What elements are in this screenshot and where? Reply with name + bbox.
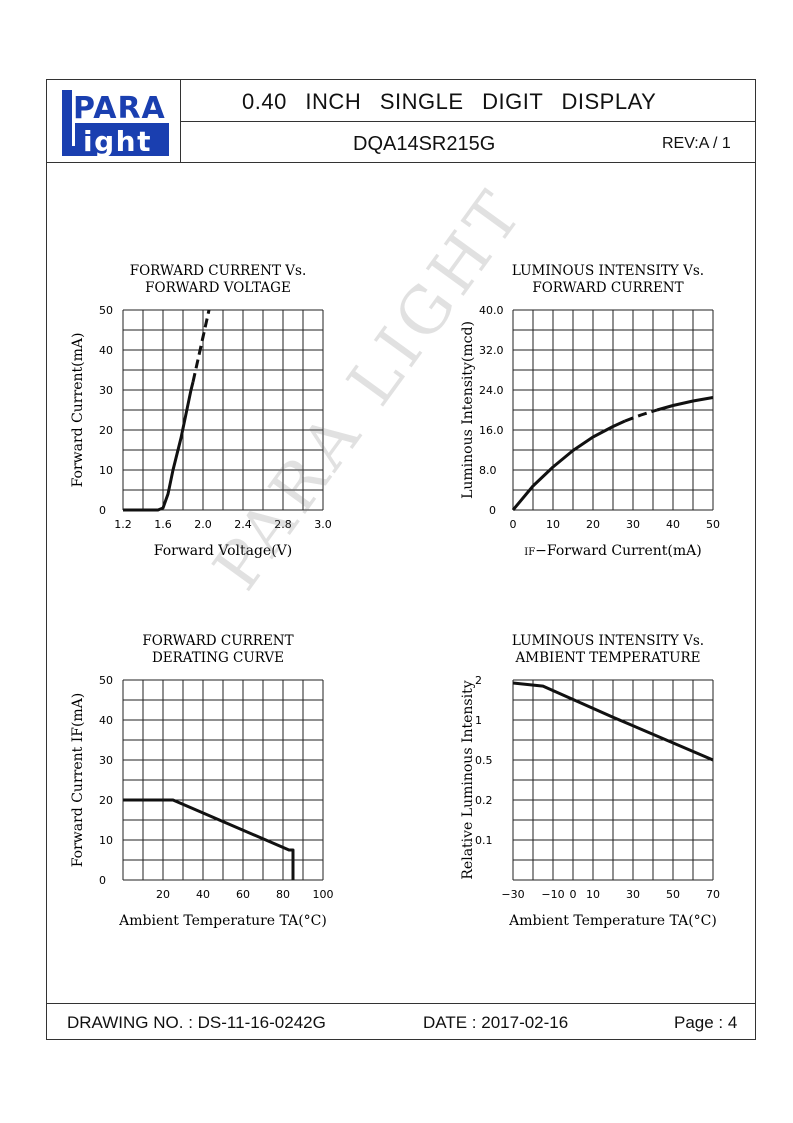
chart-title-line: DERATING CURVE: [152, 650, 284, 666]
x-tick-label: 0: [570, 888, 577, 901]
y-tick-label: 50: [99, 304, 113, 317]
y-axis-label: Forward Current IF(mA): [70, 693, 86, 868]
chart-title-line: FORWARD CURRENT Vs.: [130, 263, 307, 279]
chart-title-line: FORWARD VOLTAGE: [145, 280, 291, 296]
y-tick-label: 0: [489, 504, 496, 517]
series-line: [123, 798, 295, 880]
x-tick-label: 2.8: [274, 518, 292, 531]
y-tick-label: 40: [99, 714, 113, 727]
series-line: [123, 381, 195, 512]
y-tick-label: 50: [99, 674, 113, 687]
x-tick-label: 40: [196, 888, 210, 901]
chart-title-line: FORWARD CURRENT: [142, 633, 293, 649]
y-tick-label: 8.0: [479, 464, 497, 477]
x-axis-label: IF−Forward Current(mA): [524, 543, 701, 559]
x-axis-label: Forward Voltage(V): [154, 543, 293, 559]
y-tick-label: 1: [475, 714, 482, 727]
series-line-dashed: [624, 408, 658, 423]
x-axis-label: Ambient Temperature TA(°C): [508, 913, 717, 929]
series-line-dashed: [191, 309, 211, 383]
series-line: [512, 681, 714, 762]
page-number: Page : 4: [674, 1013, 738, 1032]
x-tick-label: 2.0: [194, 518, 212, 531]
y-tick-label: 0.5: [475, 754, 493, 767]
revision: REV:A / 1: [662, 135, 731, 152]
x-tick-label: 20: [156, 888, 170, 901]
x-tick-label: 3.0: [314, 518, 332, 531]
x-tick-label: 30: [626, 888, 640, 901]
y-tick-label: 20: [99, 794, 113, 807]
x-tick-label: 30: [626, 518, 640, 531]
y-tick-label: 24.0: [479, 384, 504, 397]
x-tick-label: −30: [501, 888, 524, 901]
x-tick-label: 1.2: [114, 518, 132, 531]
y-tick-label: 10: [99, 464, 113, 477]
x-tick-label: 10: [546, 518, 560, 531]
y-tick-label: 10: [99, 834, 113, 847]
part-number: DQA14SR215G: [353, 133, 496, 155]
y-tick-label: 20: [99, 424, 113, 437]
x-tick-label: 1.6: [154, 518, 172, 531]
x-tick-label: 0: [510, 518, 517, 531]
y-axis-label: Luminous Intensity(mcd): [460, 321, 476, 499]
y-tick-label: 0.1: [475, 834, 493, 847]
document-title: 0.40 INCH SINGLE DIGIT DISPLAY: [242, 89, 657, 114]
y-axis-label: Forward Current(mA): [70, 333, 86, 488]
x-axis-label-prefix: IF: [524, 547, 535, 558]
chart-forward-current-derating: FORWARD CURRENT DERATING CURVE 0 10 20 30 40 50…: [60, 625, 360, 940]
datasheet-frame: PARA ight 0.40 INCH SINGLE DIGIT DISPLAY…: [46, 79, 756, 1040]
para-light-logo: PARA ight: [59, 87, 172, 159]
y-tick-label: 0: [99, 874, 106, 887]
x-tick-label: 70: [706, 888, 720, 901]
chart-title-line: LUMINOUS INTENSITY Vs.: [512, 633, 704, 649]
y-tick-label: 30: [99, 754, 113, 767]
y-tick-label: 16.0: [479, 424, 504, 437]
logo-text-para: PARA: [73, 91, 166, 126]
y-tick-label: 40: [99, 344, 113, 357]
chart-luminous-intensity-vs-current: LUMINOUS INTENSITY Vs. FORWARD CURRENT 0 8.…: [450, 255, 750, 570]
x-tick-label: 20: [586, 518, 600, 531]
y-tick-label: 0: [99, 504, 106, 517]
series-line: [656, 396, 714, 412]
document-date: DATE : 2017-02-16: [423, 1013, 569, 1032]
header-bottom-rule: [47, 162, 755, 163]
x-axis-label-text: −Forward Current(mA): [535, 543, 702, 559]
chart-luminous-intensity-vs-temperature: LUMINOUS INTENSITY Vs. AMBIENT TEMPERATUR…: [450, 625, 750, 940]
y-axis-label: Relative Luminous Intensity: [460, 680, 476, 879]
footer-top-rule: [47, 1003, 755, 1004]
chart-title-line: LUMINOUS INTENSITY Vs.: [512, 263, 704, 279]
x-tick-label: 50: [706, 518, 720, 531]
x-tick-label: −10: [541, 888, 564, 901]
drawing-number: DRAWING NO. : DS-11-16-0242G: [67, 1013, 326, 1032]
chart-forward-current-vs-voltage: FORWARD CURRENT Vs. FORWARD VOLTAGE 0 10 20 3…: [60, 255, 360, 570]
x-tick-label: 80: [276, 888, 290, 901]
x-tick-label: 60: [236, 888, 250, 901]
chart-title-line: FORWARD CURRENT: [532, 280, 683, 296]
x-tick-label: 50: [666, 888, 680, 901]
y-tick-label: 0.2: [475, 794, 493, 807]
x-tick-label: 40: [666, 518, 680, 531]
y-tick-label: 2: [475, 674, 482, 687]
chart-title-line: AMBIENT TEMPERATURE: [515, 650, 701, 666]
series-line: [511, 419, 626, 511]
x-tick-label: 2.4: [234, 518, 252, 531]
y-tick-label: 32.0: [479, 344, 504, 357]
x-axis-label: Ambient Temperature TA(°C): [118, 913, 327, 929]
y-tick-label: 40.0: [479, 304, 504, 317]
logo-text-light: ight: [83, 125, 152, 158]
y-tick-label: 30: [99, 384, 113, 397]
header-divider: [180, 121, 756, 122]
x-tick-label: 100: [313, 888, 334, 901]
x-tick-label: 10: [586, 888, 600, 901]
